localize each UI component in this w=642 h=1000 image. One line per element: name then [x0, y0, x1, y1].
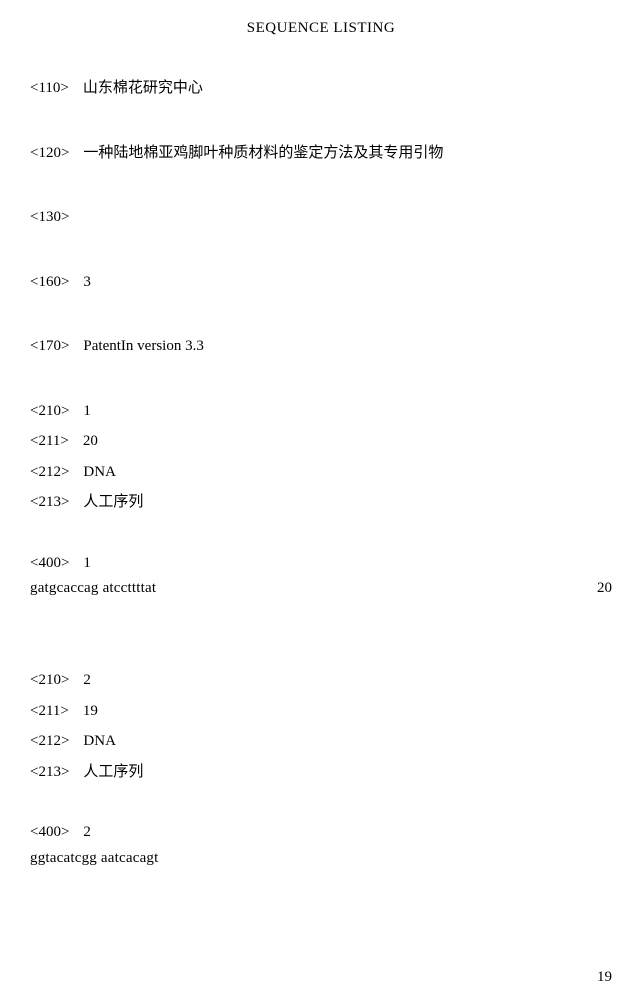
tag-120: <120>	[30, 142, 69, 165]
seq1-213: <213> 人工序列	[30, 491, 612, 514]
entry-120: <120> 一种陆地棉亚鸡脚叶种质材料的鉴定方法及其专用引物	[30, 142, 612, 165]
tag-130: <130>	[30, 206, 69, 229]
val-212: DNA	[83, 730, 116, 753]
tag-160: <160>	[30, 271, 69, 294]
val-212: DNA	[83, 461, 116, 484]
val-211: 19	[83, 700, 98, 723]
seq1-212: <212> DNA	[30, 461, 612, 484]
spacer	[30, 692, 612, 700]
seq2-length: 19	[597, 969, 612, 986]
tag-213: <213>	[30, 761, 69, 784]
page-title: SEQUENCE LISTING	[30, 20, 612, 37]
spacer	[30, 722, 612, 730]
seq1-400: <400> 1	[30, 552, 612, 575]
val-210: 1	[83, 400, 91, 423]
val-400: 1	[83, 552, 91, 575]
val-211: 20	[83, 430, 98, 453]
tag-213: <213>	[30, 491, 69, 514]
spacer	[30, 100, 612, 142]
seq2-sequence-row: ggtacatcgg aatcacagt 19	[30, 850, 612, 867]
sequence-listing-page: SEQUENCE LISTING <110> 山东棉花研究中心 <120> 一种…	[0, 0, 642, 1000]
val-400: 2	[83, 821, 91, 844]
tag-400: <400>	[30, 821, 69, 844]
spacer	[30, 229, 612, 271]
spacer	[30, 514, 612, 552]
val-110: 山东棉花研究中心	[83, 77, 203, 100]
entry-130: <130>	[30, 206, 612, 229]
seq2-211: <211> 19	[30, 700, 612, 723]
seq1-sequence: gatgcaccag atccttttat	[30, 580, 156, 597]
seq2-sequence: ggtacatcgg aatcacagt	[30, 850, 159, 867]
val-210: 2	[83, 669, 91, 692]
tag-400: <400>	[30, 552, 69, 575]
seq1-sequence-row: gatgcaccag atccttttat 20	[30, 580, 612, 597]
entry-170: <170> PatentIn version 3.3	[30, 335, 612, 358]
spacer	[30, 293, 612, 335]
spacer	[30, 358, 612, 400]
tag-210: <210>	[30, 669, 69, 692]
seq1-length: 20	[597, 580, 612, 597]
tag-211: <211>	[30, 430, 69, 453]
spacer	[30, 753, 612, 761]
seq1-211: <211> 20	[30, 430, 612, 453]
seq2-212: <212> DNA	[30, 730, 612, 753]
tag-210: <210>	[30, 400, 69, 423]
spacer	[30, 453, 612, 461]
spacer	[30, 597, 612, 669]
spacer	[30, 783, 612, 821]
entry-110: <110> 山东棉花研究中心	[30, 77, 612, 100]
seq2-213: <213> 人工序列	[30, 761, 612, 784]
spacer	[30, 164, 612, 206]
spacer	[30, 422, 612, 430]
tag-212: <212>	[30, 461, 69, 484]
entry-160: <160> 3	[30, 271, 612, 294]
seq2-210: <210> 2	[30, 669, 612, 692]
val-160: 3	[83, 271, 91, 294]
val-213: 人工序列	[83, 491, 143, 514]
seq2-400: <400> 2	[30, 821, 612, 844]
spacer	[30, 483, 612, 491]
tag-170: <170>	[30, 335, 69, 358]
tag-212: <212>	[30, 730, 69, 753]
tag-211: <211>	[30, 700, 69, 723]
tag-110: <110>	[30, 77, 69, 100]
val-213: 人工序列	[83, 761, 143, 784]
seq1-210: <210> 1	[30, 400, 612, 423]
val-170: PatentIn version 3.3	[83, 335, 203, 358]
val-120: 一种陆地棉亚鸡脚叶种质材料的鉴定方法及其专用引物	[83, 142, 443, 165]
